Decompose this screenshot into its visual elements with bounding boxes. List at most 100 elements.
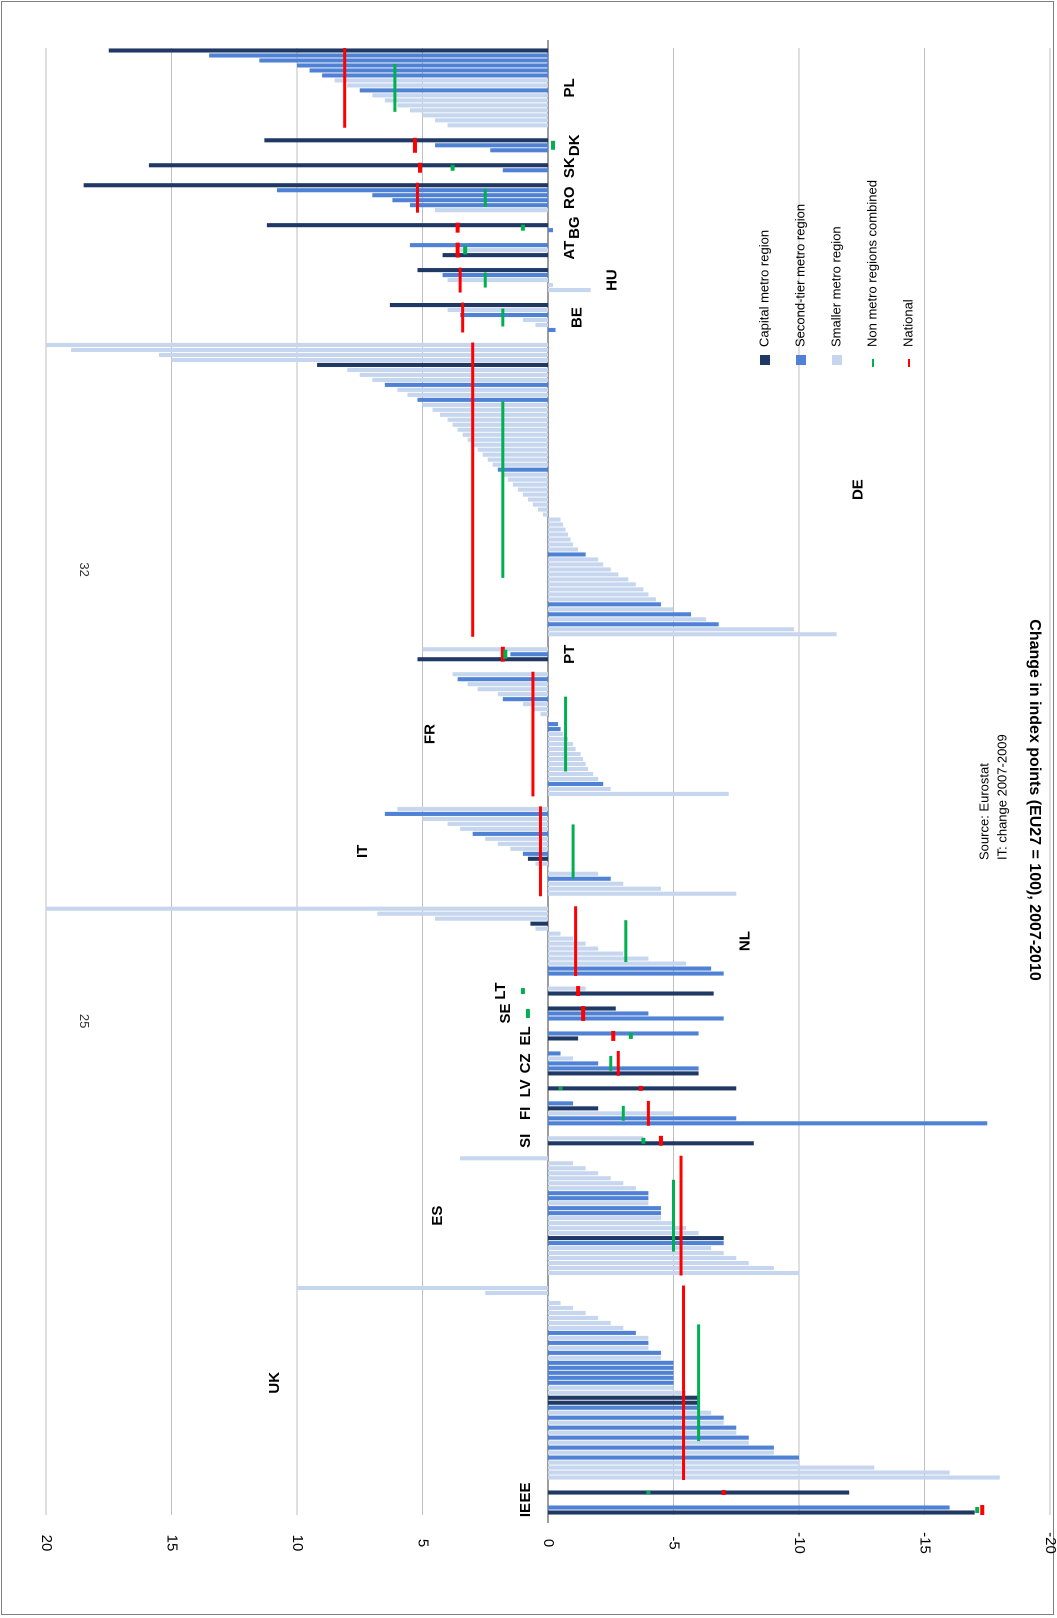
second-region-bar [322,73,548,78]
smaller-region-bar [548,786,611,791]
tick-label: -10 [791,1532,808,1554]
smaller-region-bar [548,607,674,612]
smaller-region-bar [548,1171,599,1176]
smaller-region-bar [422,647,548,652]
capital-region-bar [530,921,548,926]
second-region-bar [548,1051,561,1056]
country-label: HU [604,269,621,291]
smaller-region-bar [548,1475,1000,1480]
country-group-it [384,806,737,896]
country-label: ES [429,1206,446,1226]
smaller-region-bar [447,417,548,422]
smaller-region-bar [548,582,636,587]
country-group-dk [264,138,548,153]
smaller-region-bar [422,113,548,118]
smaller-region-bar [548,1246,712,1251]
second-region-bar [522,851,548,856]
capital-region-bar [548,1395,699,1400]
country-group-el [548,1031,699,1041]
smaller-region-bar [548,1201,649,1206]
smaller-region-bar [452,672,548,677]
legend-item-national: National [900,299,915,367]
smaller-region-bar [347,367,548,372]
smaller-region-bar [548,1216,661,1221]
smaller-region-bar [447,307,548,313]
smaller-region-bar [548,562,604,567]
legend-swatch [760,355,770,365]
country-label: CZ [517,1053,534,1073]
smaller-region-bar [548,632,837,637]
smaller-region-bar [548,577,629,582]
smaller-region-bar [548,1325,624,1330]
smaller-region-bar [548,547,579,552]
country-label: IT [354,845,371,858]
second-region-bar [384,382,548,387]
country-label: PL [561,78,578,97]
second-region-bar [548,327,556,333]
smaller-region-bar [432,407,548,412]
country-group-es [460,1156,799,1276]
smaller-region-bar [460,826,548,831]
legend-item-capital: Capital metro region [756,230,771,365]
smaller-region-bar [397,806,548,811]
smaller-region-bar [485,836,548,841]
smaller-region-bar [532,707,548,712]
smaller-region-bar [467,682,548,687]
country-group-nl [46,906,724,976]
capital-region-bar [442,253,548,258]
second-region-bar [548,1031,699,1036]
smaller-region-bar [297,1285,548,1291]
second-region-bar [502,697,548,702]
smaller-region-bar [472,442,548,447]
second-region-bar [548,1121,988,1126]
smaller-region-bar [548,567,611,572]
capital-region-bar [548,1106,599,1111]
country-label: BG [566,216,583,239]
capital-region-bar [548,1141,754,1146]
second-region-bar [548,1375,674,1380]
second-region-bar [417,397,548,402]
tick-label: 20 [38,1535,55,1552]
country-group-sk [148,163,548,173]
second-region-bar [548,1365,674,1370]
smaller-region-bar [527,497,548,502]
source-note: Source: Eurostat IT: change 2007-2009 [976,734,1009,860]
second-region-bar [497,467,548,472]
second-region-bar [490,148,548,153]
second-region-bar [259,58,548,63]
capital-region-bar [264,138,548,143]
country-group-cz [548,1051,699,1076]
smaller-region-bar [548,522,564,527]
capital-region-bar [548,1071,699,1076]
country-group-ie [548,1505,975,1515]
x-axis-title: Change in index points (EU27 = 100), 200… [1026,619,1043,981]
smaller-region-bar [548,1465,875,1470]
smaller-region-bar [492,462,548,467]
smaller-region-bar [548,283,554,288]
smaller-region-bar [384,98,548,103]
smaller-region-bar [548,1226,687,1231]
tick-label: -20 [1042,1532,1057,1554]
second-region-bar [548,727,561,732]
second-region-bar [548,876,611,881]
smaller-region-bar [507,477,548,482]
second-region-bar [548,966,712,971]
country-group-si [548,1136,754,1146]
country-group-fr [452,672,729,796]
second-region-bar [548,1016,724,1021]
capital-region-bar [548,1036,579,1041]
smaller-region-bar [548,1410,712,1415]
capital-region-bar [548,1236,724,1241]
smaller-region-bar [482,452,548,457]
smaller-region-bar [548,597,656,602]
smaller-region-bar [548,1265,774,1271]
smaller-region-bar [548,1221,674,1226]
smaller-region-bar [548,1161,574,1166]
second-region-bar [548,1330,636,1335]
second-region-bar [548,602,661,607]
smaller-region-bar [548,1295,549,1301]
tick-label: 15 [164,1535,181,1552]
smaller-region-bar [522,492,548,497]
smaller-region-bar [548,527,566,532]
